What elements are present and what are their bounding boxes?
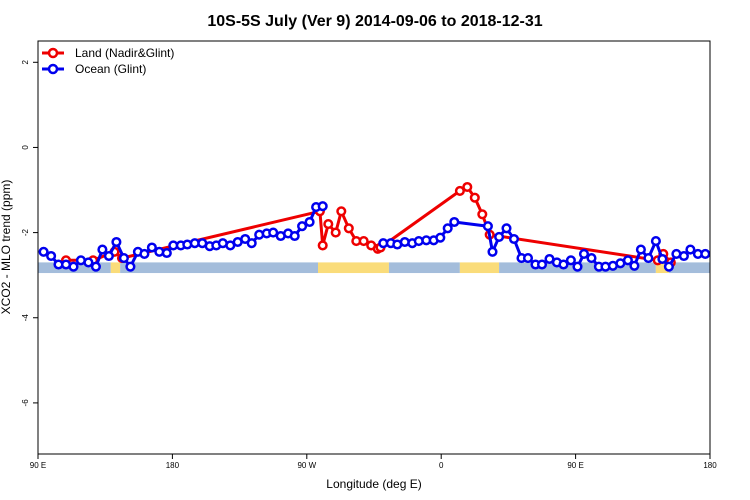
surface-band-land-1 xyxy=(110,262,121,274)
x-tick-label: 90 E xyxy=(567,461,583,470)
point-ocean xyxy=(487,246,498,257)
y-axis: 2 0 -2 -4 -6 xyxy=(21,60,38,407)
legend-label-ocean: Ocean (Glint) xyxy=(75,62,146,76)
point-ocean xyxy=(435,232,446,243)
x-tick-label: 180 xyxy=(166,461,180,470)
point-land xyxy=(469,192,480,203)
point-ocean xyxy=(522,253,534,264)
point-ocean xyxy=(558,259,569,270)
point-ocean xyxy=(83,257,94,268)
point-ocean xyxy=(508,233,520,245)
chart-title: 10S-5S July (Ver 9) 2014-09-06 to 2018-1… xyxy=(207,13,542,30)
point-ocean xyxy=(90,261,101,272)
point-ocean xyxy=(297,221,308,232)
point-land xyxy=(462,181,473,193)
point-ocean xyxy=(650,236,661,247)
surface-band-ocean-4 xyxy=(388,262,460,274)
point-ocean xyxy=(38,246,49,257)
point-ocean xyxy=(161,247,172,259)
point-land xyxy=(317,240,328,251)
series-ocean xyxy=(38,201,711,272)
point-ocean xyxy=(304,216,315,228)
point-land xyxy=(454,185,465,196)
point-ocean xyxy=(586,253,597,264)
point-ocean xyxy=(657,253,668,265)
point-ocean xyxy=(97,244,108,255)
point-land xyxy=(358,236,369,247)
point-ocean xyxy=(449,216,460,228)
point-ocean xyxy=(663,261,674,272)
point-ocean xyxy=(678,250,689,262)
point-ocean xyxy=(442,223,453,234)
surface-band-ocean-8 xyxy=(668,262,710,274)
point-ocean xyxy=(501,223,512,234)
point-ocean xyxy=(111,236,122,248)
y-axis-label: XCO2 - MLO trend (ppm) xyxy=(0,180,13,315)
y-tick-label: -6 xyxy=(21,399,30,407)
point-ocean xyxy=(118,253,129,264)
point-ocean xyxy=(685,244,696,255)
point-ocean xyxy=(289,230,300,242)
y-tick-label: 2 xyxy=(21,60,30,65)
point-land xyxy=(323,219,334,230)
point-ocean xyxy=(635,244,646,255)
point-land xyxy=(330,227,341,238)
x-tick-label: 90 W xyxy=(297,461,316,470)
point-land xyxy=(336,206,347,217)
surface-band-land-3 xyxy=(318,262,389,274)
point-ocean xyxy=(139,248,150,259)
point-ocean xyxy=(572,261,583,272)
point-ocean xyxy=(317,201,328,212)
plot-frame xyxy=(37,40,711,455)
point-ocean xyxy=(629,260,640,271)
x-axis: 90 E 180 90 W 0 90 E 180 xyxy=(30,454,717,470)
point-ocean xyxy=(578,248,590,259)
x-tick-label: 90 E xyxy=(30,461,46,470)
x-axis-label: Longitude (deg E) xyxy=(326,477,421,491)
point-ocean xyxy=(246,238,257,249)
x-tick-label: 180 xyxy=(703,461,717,470)
legend-label-land: Land (Nadir&Glint) xyxy=(75,46,174,60)
y-tick-label: -4 xyxy=(21,314,30,322)
y-tick-label: 0 xyxy=(21,145,30,150)
surface-band-ocean-2 xyxy=(120,262,318,274)
surface-band-land-7 xyxy=(655,262,669,274)
y-tick-label: -2 xyxy=(21,228,30,236)
legend-item-ocean: Ocean (Glint) xyxy=(42,62,146,76)
point-ocean xyxy=(643,253,654,264)
legend-item-land: Land (Nadir&Glint) xyxy=(42,46,174,60)
point-land xyxy=(477,209,488,220)
point-ocean xyxy=(125,261,136,272)
point-land xyxy=(343,223,354,234)
point-ocean xyxy=(482,221,493,232)
point-ocean xyxy=(565,255,576,266)
point-ocean xyxy=(494,231,505,242)
point-ocean xyxy=(146,242,157,253)
point-ocean xyxy=(68,261,79,272)
point-ocean xyxy=(622,255,633,266)
point-ocean xyxy=(700,248,711,259)
point-ocean xyxy=(103,250,114,262)
series-layer xyxy=(38,181,711,272)
point-ocean xyxy=(46,250,57,262)
point-ocean xyxy=(536,259,548,270)
surface-band-land-5 xyxy=(459,262,500,274)
x-tick-label: 0 xyxy=(439,461,444,470)
legend: Land (Nadir&Glint) Ocean (Glint) xyxy=(42,46,174,76)
